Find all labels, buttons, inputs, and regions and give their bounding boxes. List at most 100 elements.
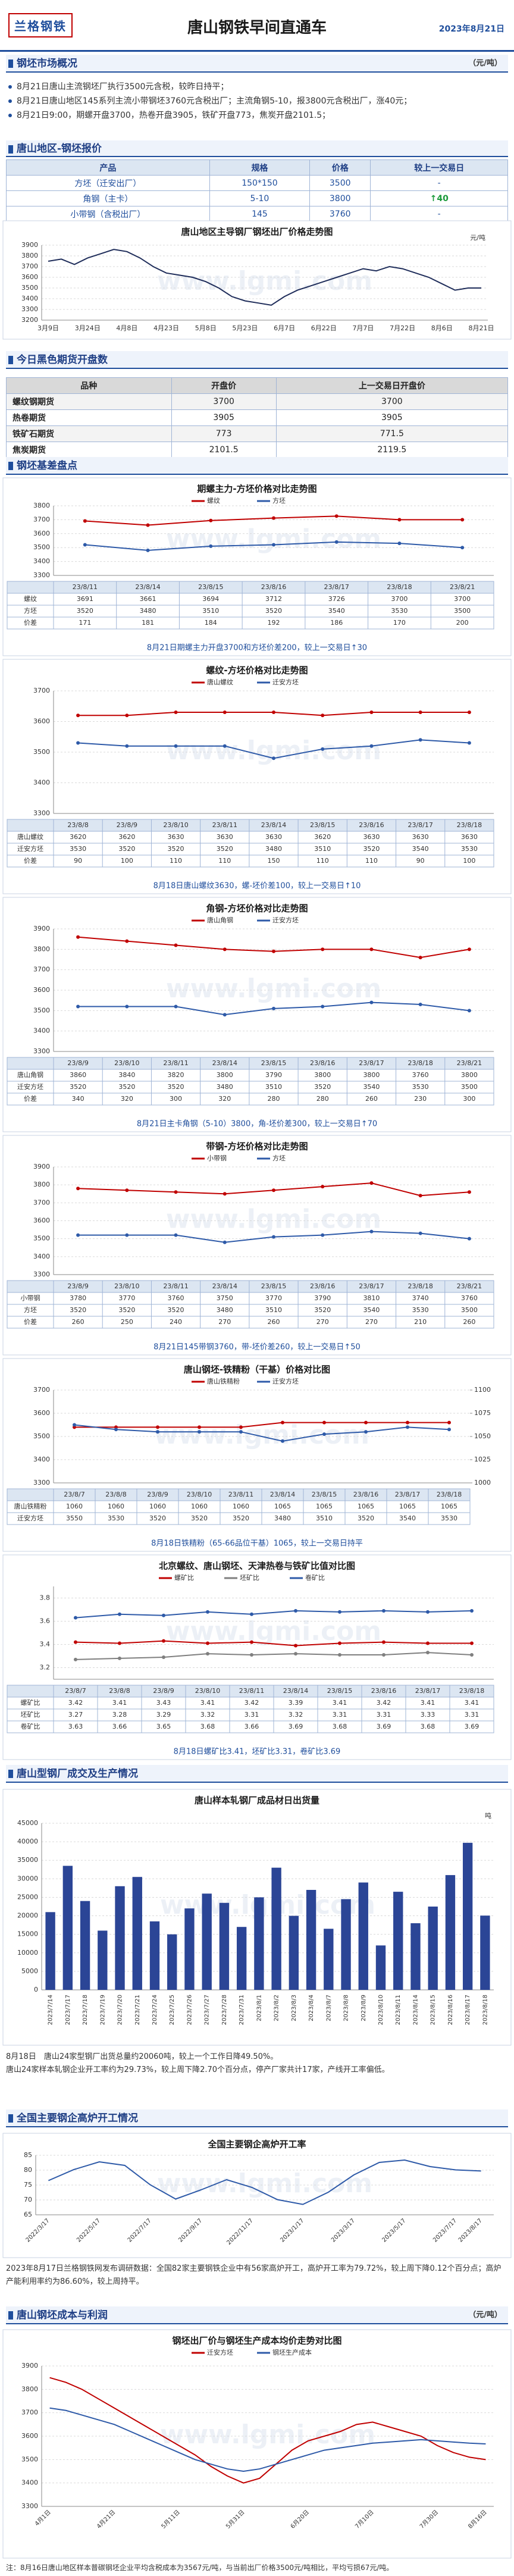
- table-cell: 23/8/17: [324, 583, 349, 591]
- point: [294, 1608, 297, 1613]
- y-tick-label: 3700: [33, 966, 50, 974]
- table-cell: 3800: [309, 190, 371, 206]
- x-tick-label: 2023/8/8: [343, 1995, 350, 2021]
- table-cell: 300: [463, 1095, 475, 1103]
- y-tick-label: 3400: [21, 295, 38, 302]
- point: [162, 1655, 165, 1659]
- table-cell: 3540: [363, 1083, 380, 1091]
- x-tick-label: 4月8日: [116, 324, 137, 332]
- line: [49, 2407, 486, 2472]
- table-cell: 3905: [275, 409, 509, 426]
- table-cell: 3700: [391, 595, 408, 603]
- y-tick-label: 35000: [17, 1856, 38, 1864]
- bar: [358, 1882, 368, 1990]
- chart-title: 全国主要钢企高炉开工率: [207, 2139, 306, 2150]
- point: [174, 1190, 178, 1194]
- point: [272, 543, 275, 547]
- table-cell: 3700: [275, 393, 509, 410]
- table-cell: 3500: [461, 1083, 478, 1091]
- point: [447, 1420, 451, 1425]
- x-tick-label: 5月8日: [195, 324, 217, 332]
- y-tick-label: 25000: [17, 1893, 38, 1901]
- table-cell: 320: [121, 1095, 133, 1103]
- chart: www.lgmi.com 钢坯出厂价与钢坯生产成本均价走势对比图 3300 3400 3…: [2, 2329, 512, 2559]
- table-cell: 3540: [399, 1514, 416, 1522]
- chart-frame: [2, 2329, 512, 2559]
- table-cell: 方坯（迁安出厂）: [6, 175, 210, 191]
- unit: （元/吨）: [468, 2311, 502, 2320]
- y-tick-label: 30000: [17, 1874, 38, 1882]
- table-cell: 3.68: [421, 1723, 435, 1730]
- table-cell: 23/8/10: [114, 1059, 139, 1067]
- table-cell: 280: [316, 1095, 329, 1103]
- table-cell: 23/8/17: [415, 1687, 440, 1695]
- x-tick-label: 2023/7/28: [221, 1995, 228, 2025]
- point: [209, 544, 213, 548]
- table-cell: 23/8/18: [457, 821, 482, 829]
- y-tick-label: 3900: [33, 1163, 50, 1170]
- y-tick-label: 3700: [21, 262, 38, 270]
- table-cell: 90: [416, 857, 425, 865]
- bar: [80, 1901, 90, 1990]
- table-cell: 23/8/18: [387, 583, 412, 591]
- point: [397, 542, 402, 546]
- row-label: 方坯: [24, 606, 37, 615]
- caption: 8月21日145带钢3760，带-坯价差260，较上一交易日↑50: [153, 1342, 361, 1352]
- table-cell: 23/8/7: [64, 1491, 84, 1498]
- table-cell: 3500: [309, 175, 371, 191]
- table-cell: 23/8/16: [359, 821, 384, 829]
- table-cell: 3530: [391, 607, 408, 615]
- x-tick-label: 2023/8/3: [291, 1995, 297, 2021]
- point: [369, 1181, 374, 1185]
- y-tick-label: 85: [24, 2151, 32, 2159]
- table-cell: 3800: [363, 1071, 380, 1079]
- table-cell: 螺纹钢期货: [6, 393, 172, 410]
- table-cell: 3790: [265, 1071, 282, 1079]
- table-cell: ↑40: [370, 190, 508, 206]
- table-cell: 1065: [316, 1503, 333, 1510]
- point: [418, 710, 422, 715]
- unit-label: 元/吨: [470, 234, 485, 242]
- table-cell: 3480: [217, 1306, 233, 1314]
- bar: [236, 1927, 247, 1990]
- y-tick-label: 3500: [33, 1432, 50, 1440]
- chart: www.lgmi.com 角钢-方坯价格对比走势图 3300 3400 3500 3600…: [2, 897, 512, 1132]
- table-cell: 3905: [171, 409, 277, 426]
- futures-table-wrap: 品种 开盘价 上一交易日开盘价 螺纹钢期货 3700 3700 热卷期货 3905 3905 铁矿…: [6, 377, 509, 458]
- table-cell: 23/8/21: [450, 583, 475, 591]
- y-tick-label: 70: [24, 2196, 32, 2203]
- column-header: 上一交易日开盘价: [275, 377, 509, 394]
- bar: [62, 1866, 73, 1990]
- x-tick-label: 2023/7/19: [99, 1995, 106, 2025]
- table-row: 方坯（迁安出厂） 150*150 3500-: [6, 175, 508, 191]
- y-tick-label: 3300: [33, 1270, 50, 1278]
- point: [162, 1639, 165, 1643]
- table-cell: 150: [268, 857, 280, 865]
- heading-text: 唐山地区-钢坯报价: [17, 143, 102, 155]
- y-tick-label: 3800: [33, 1181, 50, 1188]
- point: [321, 1004, 325, 1009]
- table-cell: 3800: [217, 1071, 233, 1079]
- table-cell: 23/8/16: [310, 1059, 335, 1067]
- table-cell: 23/8/16: [310, 1282, 335, 1290]
- x-tick-label: 2023/7/26: [186, 1995, 193, 2025]
- bar: [306, 1890, 316, 1990]
- table-cell: 23/8/14: [135, 583, 160, 591]
- table-cell: 3820: [168, 1071, 184, 1079]
- y-tick-label: 3300: [21, 305, 38, 313]
- point: [321, 713, 325, 718]
- legend-label: 方坯: [272, 1154, 286, 1162]
- point: [83, 519, 87, 523]
- table-cell: 3860: [70, 1071, 86, 1079]
- bar: [184, 1908, 195, 1990]
- table-cell: -: [370, 175, 508, 191]
- table-cell: 23/8/16: [261, 583, 286, 591]
- y-tick-label: 3900: [21, 241, 38, 249]
- table-cell: 1060: [108, 1503, 124, 1510]
- line: [75, 1652, 472, 1660]
- table-cell: 320: [218, 1095, 231, 1103]
- point: [334, 514, 339, 518]
- table-cell: 3.32: [289, 1711, 303, 1719]
- row-label: 价差: [24, 618, 37, 627]
- table-cell: 23/8/10: [195, 1687, 220, 1695]
